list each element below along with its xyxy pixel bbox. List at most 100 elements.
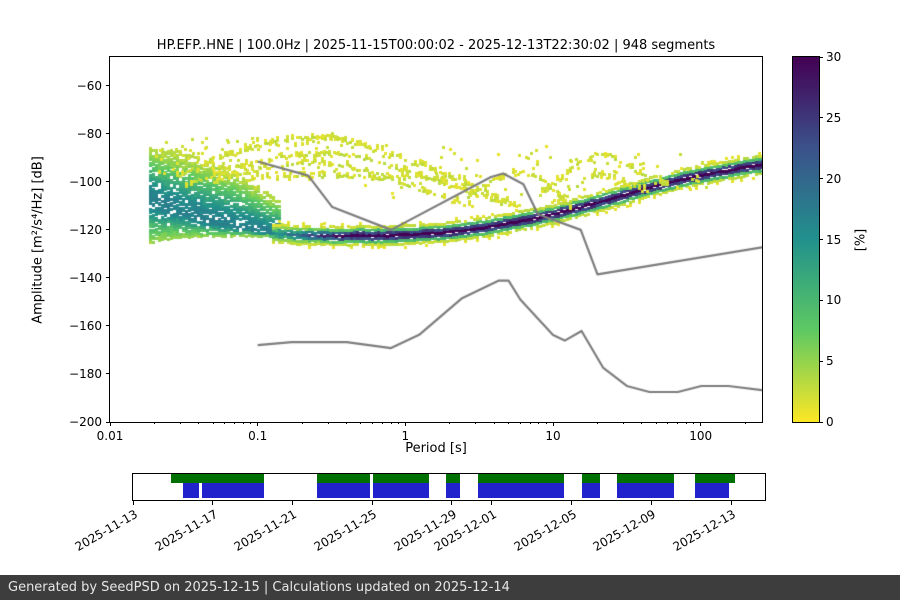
x-minor-tick — [596, 422, 598, 424]
x-minor-tick — [641, 422, 643, 424]
colorbar-tick — [819, 117, 823, 119]
timeline-date-tick — [571, 501, 573, 505]
timeline-green-segment — [477, 474, 564, 483]
x-major-tick — [552, 422, 554, 426]
x-minor-tick — [327, 422, 329, 424]
x-tick-label: 0.01 — [96, 429, 124, 443]
y-tick-label: −200 — [69, 415, 102, 429]
y-tick-label: −100 — [69, 174, 102, 189]
x-tick-label: 10 — [545, 429, 561, 443]
colorbar — [792, 56, 820, 423]
colorbar-tick-label: 30 — [826, 50, 842, 64]
x-minor-tick — [250, 422, 252, 424]
footer-text: Generated by SeedPSD on 2025-12-15 | Cal… — [8, 580, 510, 595]
colorbar-tick — [819, 178, 823, 180]
x-minor-tick — [372, 422, 374, 424]
x-minor-tick — [693, 422, 695, 424]
timeline-green-segment — [446, 474, 460, 483]
x-tick-label: 0.1 — [248, 429, 268, 443]
x-minor-tick — [545, 422, 547, 424]
x-minor-tick — [346, 422, 348, 424]
colorbar-tick-label: 0 — [826, 415, 834, 429]
timeline-blue-segment — [201, 483, 264, 498]
x-minor-tick — [360, 422, 362, 424]
colorbar-gradient — [793, 57, 819, 422]
x-minor-tick — [449, 422, 451, 424]
timeline-date-tick — [451, 501, 453, 505]
timeline-date-tick — [650, 501, 652, 505]
x-major-tick — [257, 422, 259, 426]
footer-bar: Generated by SeedPSD on 2025-12-15 | Cal… — [0, 575, 900, 600]
x-minor-tick — [744, 422, 746, 424]
availability-timeline — [132, 473, 766, 501]
y-tick-label: −180 — [69, 366, 102, 381]
x-minor-tick — [381, 422, 383, 424]
ppsd-heatmap-canvas — [110, 57, 762, 422]
y-major-tick — [106, 373, 110, 375]
colorbar-tick — [819, 360, 823, 362]
colorbar-tick-label: 25 — [826, 110, 842, 125]
timeline-blue-segment — [373, 483, 430, 498]
timeline-green-segment — [581, 474, 600, 483]
y-tick-label: −160 — [69, 318, 102, 333]
y-tick-label: −60 — [76, 78, 102, 93]
timeline-blue-segment — [581, 483, 600, 498]
x-minor-tick — [179, 422, 181, 424]
plot-area — [109, 56, 763, 423]
x-minor-tick — [224, 422, 226, 424]
colorbar-tick-label: 15 — [826, 232, 842, 247]
timeline-date-tick — [132, 501, 134, 505]
x-minor-tick — [685, 422, 687, 424]
y-major-tick — [106, 325, 110, 327]
timeline-green-segment — [373, 474, 430, 483]
colorbar-tick — [819, 239, 823, 240]
timeline-date-tick — [491, 501, 493, 505]
colorbar-tick — [819, 56, 823, 58]
x-minor-tick — [212, 422, 214, 424]
x-axis-label: Period [s] — [405, 441, 467, 456]
y-tick-label: −120 — [69, 222, 102, 237]
timeline-blue-segment — [617, 483, 675, 498]
timeline-blue-segment — [477, 483, 564, 498]
timeline-date-tick — [371, 501, 373, 505]
x-minor-tick — [622, 422, 624, 424]
colorbar-tick-label: 10 — [826, 293, 842, 308]
x-minor-tick — [234, 422, 236, 424]
x-minor-tick — [519, 422, 521, 424]
colorbar-tick — [819, 421, 823, 423]
timeline-blue-segment — [695, 483, 730, 498]
x-minor-tick — [655, 422, 657, 424]
colorbar-tick-label: 20 — [826, 171, 842, 186]
x-minor-tick — [493, 422, 495, 424]
x-minor-tick — [153, 422, 155, 424]
timeline-blue-segment — [317, 483, 371, 498]
timeline-date-tick — [291, 501, 293, 505]
y-tick-label: −80 — [76, 126, 102, 141]
x-tick-label: 100 — [689, 429, 713, 443]
x-minor-tick — [508, 422, 510, 424]
colorbar-tick-label: 5 — [826, 354, 834, 369]
x-minor-tick — [529, 422, 531, 424]
timeline-date-tick — [730, 501, 732, 505]
y-tick-label: −140 — [69, 270, 102, 285]
timeline-blue-segment — [182, 483, 199, 498]
chart-title: HP.EFP..HNE | 100.0Hz | 2025-11-15T00:00… — [156, 38, 716, 53]
y-major-tick — [106, 85, 110, 87]
colorbar-tick — [819, 299, 823, 301]
x-major-tick — [109, 422, 111, 426]
timeline-green-segment — [317, 474, 371, 483]
x-major-tick — [404, 422, 406, 426]
y-major-tick — [106, 421, 110, 423]
x-minor-tick — [538, 422, 540, 424]
x-minor-tick — [198, 422, 200, 424]
timeline-green-segment — [170, 474, 264, 483]
y-major-tick — [106, 229, 110, 231]
y-major-tick — [106, 181, 110, 183]
x-minor-tick — [390, 422, 392, 424]
timeline-blue-segment — [446, 483, 460, 498]
x-major-tick — [700, 422, 702, 426]
y-major-tick — [106, 133, 110, 135]
x-minor-tick — [242, 422, 244, 424]
timeline-green-segment — [695, 474, 736, 483]
